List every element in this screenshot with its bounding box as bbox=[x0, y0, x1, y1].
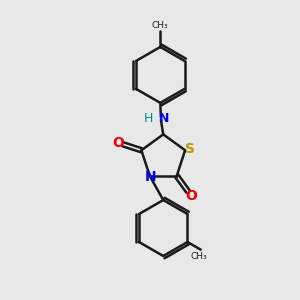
Text: O: O bbox=[112, 136, 124, 150]
Text: N: N bbox=[145, 170, 156, 184]
Text: O: O bbox=[185, 189, 197, 203]
Text: N: N bbox=[159, 112, 169, 124]
Text: S: S bbox=[185, 142, 195, 156]
Text: H: H bbox=[144, 112, 153, 124]
Text: CH₃: CH₃ bbox=[190, 252, 207, 261]
Text: CH₃: CH₃ bbox=[152, 21, 169, 30]
